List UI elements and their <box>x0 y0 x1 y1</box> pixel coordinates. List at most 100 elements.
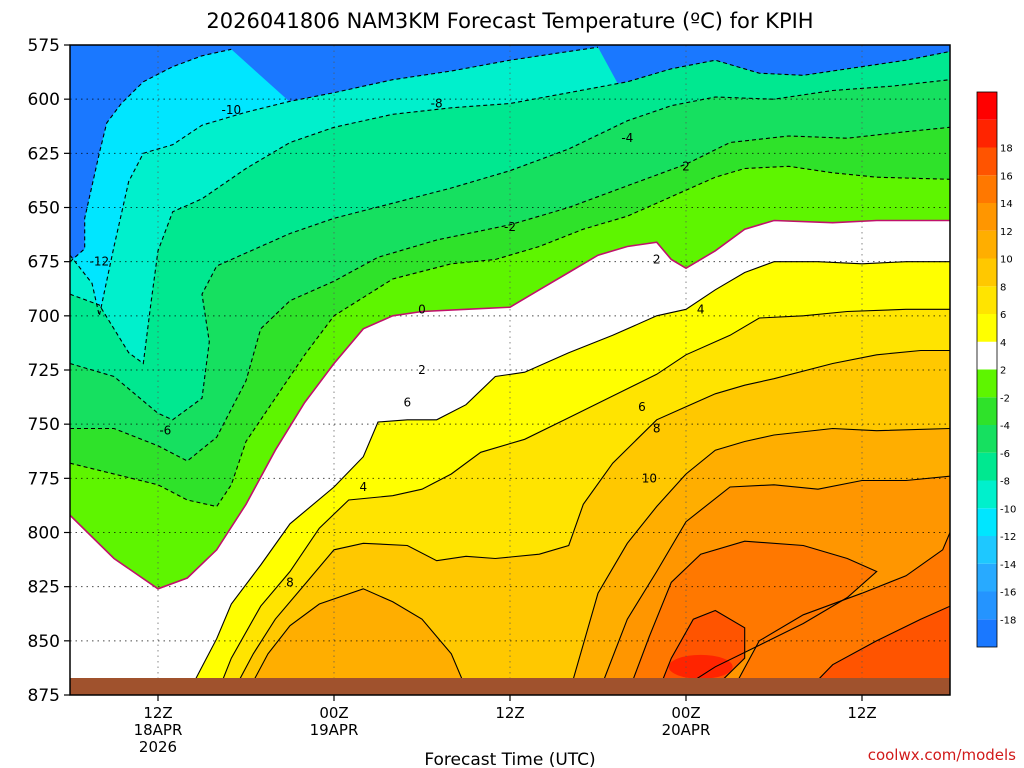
x-tick-label: 12Z <box>847 704 876 722</box>
colorbar-segment <box>977 286 997 314</box>
x-tick-label: 20APR <box>662 721 711 739</box>
contour-line--10-5 <box>70 46 599 316</box>
contour-line-14-15 <box>656 609 746 695</box>
contour-label: -6 <box>159 424 171 438</box>
colorbar-tick-label: -2 <box>1000 393 1010 404</box>
y-tick-label: 750 <box>28 415 60 435</box>
contour-line-4-8 <box>216 308 950 695</box>
contour-label: 4 <box>360 480 368 494</box>
colorbar-tick-label: 12 <box>1000 227 1013 238</box>
contour-label: 2 <box>653 253 661 267</box>
colorbar-segment <box>977 619 997 647</box>
contour-label: -8 <box>431 97 443 111</box>
chart-title: 2026041806 NAM3KM Forecast Temperature (… <box>206 9 813 33</box>
contour-label: 4 <box>697 302 705 316</box>
y-tick-label: 600 <box>28 90 60 110</box>
contour-line-8-10 <box>245 588 481 695</box>
contour-label: 2 <box>682 159 690 173</box>
colorbar-tick-label: -6 <box>1000 449 1010 460</box>
contour-line--4-2 <box>70 126 950 462</box>
terrain-ground <box>70 678 950 695</box>
contour-label: 8 <box>653 422 661 436</box>
x-tick-label: 18APR <box>134 721 183 739</box>
contour-line--8-4 <box>70 50 950 365</box>
contour-label: -2 <box>504 220 516 234</box>
contour-label: 10 <box>642 471 657 485</box>
colorbar-tick-label: -4 <box>1000 421 1010 432</box>
fill-hot-core <box>668 654 733 679</box>
contour-line-12-13 <box>626 540 878 695</box>
x-axis-title: Forecast Time (UTC) <box>424 750 595 768</box>
y-axis: 575 600 625 650 675 700 725 750 775 800 825 850 875 <box>28 36 70 706</box>
colorbar: -18 -16 -14 -12 -10 -8 -6 -4 -2 2 4 6 8 10 12 14 16 18 <box>976 91 1016 648</box>
colorbar-segment <box>977 508 997 536</box>
y-tick-label: 825 <box>28 578 60 598</box>
fill-band-14-1 <box>803 606 950 695</box>
contour-line--6-3 <box>70 79 950 421</box>
colorbar-segment <box>977 230 997 259</box>
colorbar-tick-label: -16 <box>1000 588 1016 599</box>
contour-label: -4 <box>621 131 633 145</box>
contour-line-14-16 <box>802 605 950 695</box>
colorbar-segment <box>977 452 997 481</box>
colorbar-tick-label: -10 <box>1000 504 1016 515</box>
contour-label: 2 <box>418 363 426 377</box>
colorbar-segment <box>977 203 997 231</box>
colorbar-segment <box>977 258 997 287</box>
contour-line-10-12 <box>597 475 950 695</box>
colorbar-tick-label: -14 <box>1000 560 1016 571</box>
contour-label: 0 <box>418 302 426 316</box>
colorbar-segment <box>977 397 997 425</box>
contour-label: 6 <box>404 396 412 410</box>
y-tick-label: 650 <box>28 199 60 219</box>
y-tick-label: 675 <box>28 253 60 273</box>
x-tick-label: 2026 <box>139 738 177 756</box>
contour-line-12-14 <box>729 532 950 695</box>
colorbar-tick-label: -18 <box>1000 615 1016 626</box>
contour-line--2-1 <box>70 165 950 508</box>
colorbar-tick-label: -8 <box>1000 477 1010 488</box>
colorbar-segment <box>977 314 997 342</box>
colorbar-tick-label: 14 <box>1000 199 1013 210</box>
x-tick-label: 19APR <box>310 721 359 739</box>
contour-line--12-6 <box>70 48 232 263</box>
colorbar-segment <box>977 92 997 120</box>
contour-line-6-9 <box>230 349 950 695</box>
contour-line-8-11 <box>568 427 950 695</box>
colorbar-segment <box>977 480 997 509</box>
y-tick-label: 850 <box>28 632 60 652</box>
x-tick-label: 12Z <box>143 704 172 722</box>
colorbar-tick-label: 10 <box>1000 255 1013 266</box>
y-tick-label: 725 <box>28 361 60 381</box>
colorbar-frame <box>976 91 998 648</box>
contour-label: -12 <box>90 255 110 269</box>
colorbar-tick-label: 8 <box>1000 282 1006 293</box>
colorbar-segment <box>977 369 997 398</box>
colorbar-segment <box>977 341 997 370</box>
colorbar-segment <box>977 563 997 592</box>
colorbar-segment <box>977 119 997 148</box>
contour-line-2-7 <box>186 261 950 695</box>
colorbar-segment <box>977 536 997 564</box>
colorbar-tick-label: 4 <box>1000 338 1006 349</box>
y-tick-label: 575 <box>28 36 60 56</box>
y-tick-label: 625 <box>28 144 60 164</box>
contour-label: -10 <box>222 103 242 117</box>
colorbar-segment <box>977 425 997 453</box>
contour-line-0-0 <box>70 219 950 590</box>
colorbar-tick-label: 6 <box>1000 310 1006 321</box>
colorbar-tick-label: 2 <box>1000 366 1006 377</box>
y-tick-label: 875 <box>28 686 60 706</box>
colorbar-tick-label: 18 <box>1000 144 1013 155</box>
colorbar-tick-label: -12 <box>1000 532 1016 543</box>
x-tick-label: 00Z <box>671 704 700 722</box>
y-tick-label: 700 <box>28 307 60 327</box>
colorbar-segment <box>977 175 997 203</box>
colorbar-tick-label: 16 <box>1000 171 1013 182</box>
colorbar-segment <box>977 591 997 620</box>
y-tick-label: 800 <box>28 524 60 544</box>
contour-label: 6 <box>638 400 646 414</box>
